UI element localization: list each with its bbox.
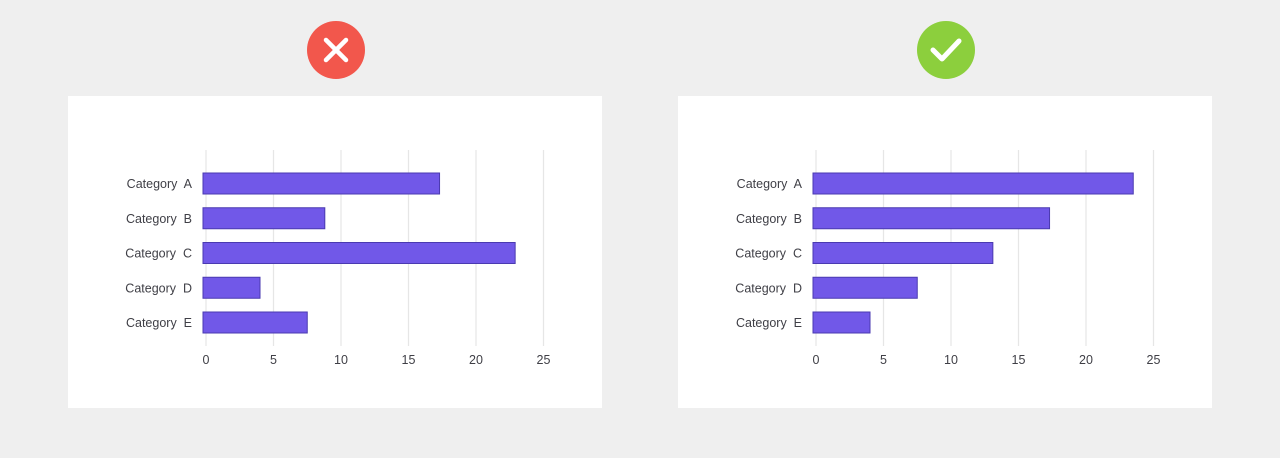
x-tick-label: 25 [537, 353, 551, 367]
category-label: Category E [736, 316, 802, 330]
category-label: Category B [126, 212, 192, 226]
category-label: Category E [126, 316, 192, 330]
category-label: Category A [737, 177, 803, 191]
x-tick-label: 20 [469, 353, 483, 367]
sorted-bar-chart: 0 5 10 15 20 25 Category A Category B Category C… [735, 150, 1161, 367]
x-tick-label: 20 [1079, 353, 1093, 367]
category-label: Category D [125, 281, 192, 295]
unsorted-bar-chart-card: 0 5 10 15 20 25 Category A Category B Category C… [68, 96, 602, 408]
bar [202, 207, 326, 230]
bar [812, 242, 994, 264]
x-tick-label: 25 [1147, 353, 1161, 367]
x-tick-label: 10 [944, 353, 958, 367]
bar [202, 311, 308, 334]
bar [202, 172, 441, 195]
bar [812, 172, 1134, 195]
bar [202, 276, 261, 299]
x-tick-label: 0 [203, 353, 210, 367]
x-tick-label: 0 [813, 353, 820, 367]
category-label: Category D [735, 281, 802, 295]
bar [812, 276, 918, 299]
x-tick-label: 5 [880, 353, 887, 367]
category-label: Category A [127, 177, 193, 191]
check-icon [917, 21, 975, 79]
category-label: Category C [735, 247, 802, 261]
bar [202, 242, 516, 264]
x-tick-label: 10 [334, 353, 348, 367]
bar [812, 207, 1051, 230]
bar [812, 311, 871, 334]
sorted-bar-chart-card: 0 5 10 15 20 25 Category A Category B Category C… [678, 96, 1212, 408]
category-label: Category C [125, 247, 192, 261]
category-label: Category B [736, 212, 802, 226]
unsorted-bar-chart: 0 5 10 15 20 25 Category A Category B Category C… [125, 150, 551, 367]
x-tick-label: 15 [1012, 353, 1026, 367]
x-tick-label: 15 [402, 353, 416, 367]
close-icon [307, 21, 365, 79]
x-tick-label: 5 [270, 353, 277, 367]
